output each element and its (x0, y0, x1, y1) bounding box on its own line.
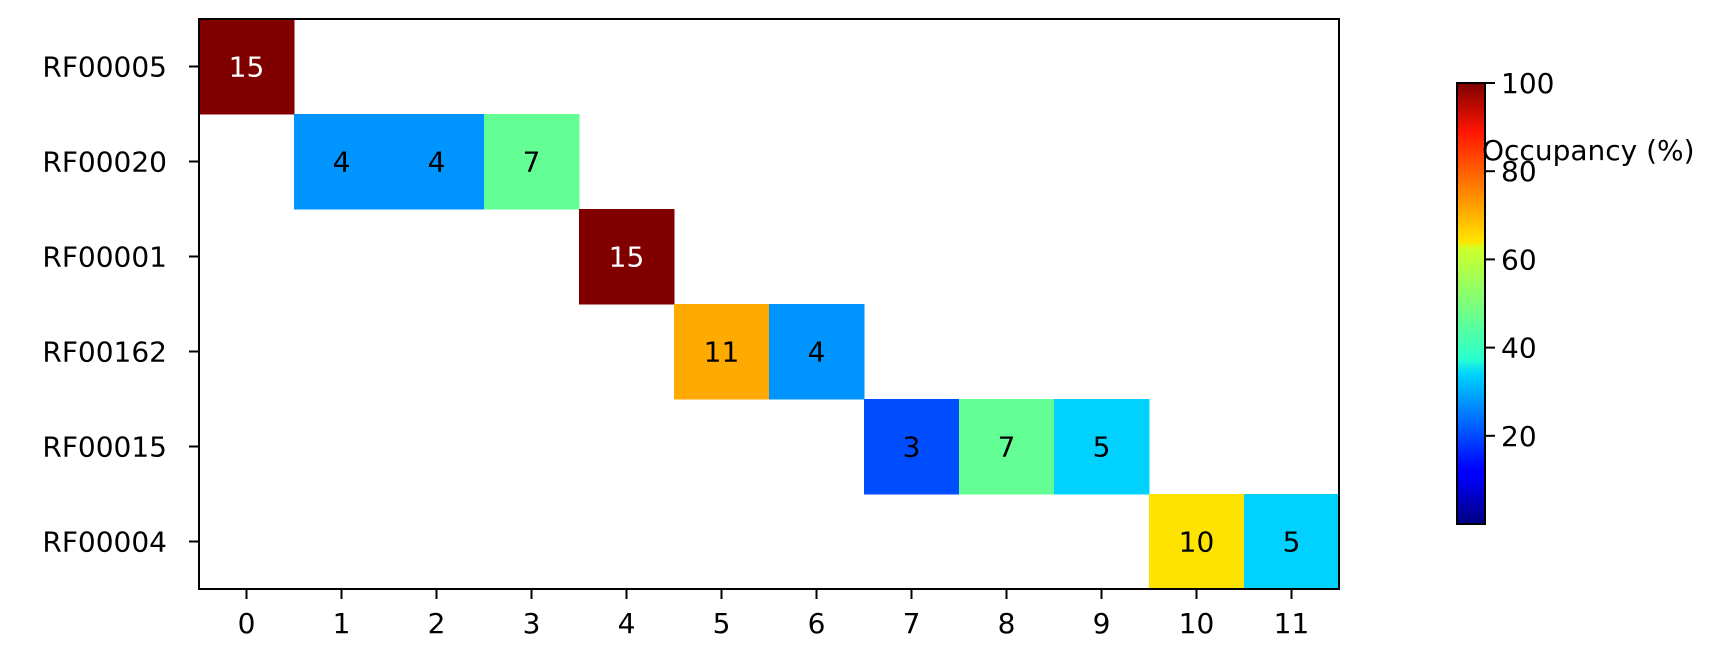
heatmap-cell (389, 114, 485, 210)
x-tick-label: 3 (523, 607, 541, 640)
y-tick-label: RF00005 (42, 51, 167, 84)
x-tick-label: 0 (238, 607, 256, 640)
colorbar-tick-label: 20 (1501, 420, 1537, 453)
colorbar-frame (1456, 82, 1486, 525)
heatmap-cell (199, 19, 295, 115)
x-tick-label: 5 (713, 607, 731, 640)
x-tick-label: 4 (618, 607, 636, 640)
plot-frame (198, 18, 1340, 590)
x-tick-label: 6 (808, 607, 826, 640)
x-tick-label: 10 (1179, 607, 1215, 640)
heatmap-cell (959, 399, 1055, 495)
heatmap-cell (579, 209, 675, 305)
cell-value-label: 7 (523, 146, 541, 179)
cell-value-label: 15 (229, 51, 265, 84)
colorbar-label: Occupancy (%) (1482, 134, 1695, 167)
cell-value-label: 5 (1093, 431, 1111, 464)
colorbar-tick-label: 60 (1501, 243, 1537, 276)
heatmap-cell (1244, 494, 1340, 590)
cell-value-label: 4 (808, 336, 826, 369)
cell-value-label: 10 (1179, 526, 1215, 559)
heatmap-cell (1054, 399, 1150, 495)
x-tick-label: 2 (428, 607, 446, 640)
x-tick-label: 8 (998, 607, 1016, 640)
cell-value-label: 3 (903, 431, 921, 464)
cell-value-label: 5 (1283, 526, 1301, 559)
heatmap-cell (294, 114, 390, 210)
heatmap-cell (864, 399, 960, 495)
y-tick-label: RF00162 (42, 336, 167, 369)
x-tick-label: 1 (333, 607, 351, 640)
heatmap-cell (769, 304, 865, 400)
heatmap-cells: 15 4 4 7 15 11 4 3 7 5 10 5 (199, 19, 1340, 590)
heatmap-cell (484, 114, 580, 210)
colorbar-gradient (1457, 83, 1485, 524)
heatmap-cell (1149, 494, 1245, 590)
y-tick-label: RF00020 (42, 146, 167, 179)
cell-value-label: 11 (704, 336, 740, 369)
cell-value-label: 7 (998, 431, 1016, 464)
x-tick-label: 11 (1274, 607, 1310, 640)
y-tick-label: RF00015 (42, 431, 167, 464)
cell-value-label: 4 (333, 146, 351, 179)
x-tick-label: 9 (1093, 607, 1111, 640)
cell-value-label: 4 (428, 146, 446, 179)
colorbar: 20 40 60 80 100 Occupancy (%) (1456, 67, 1695, 525)
cell-value-label: 15 (609, 241, 645, 274)
x-tick-label: 7 (903, 607, 921, 640)
y-axis: RF00005 RF00020 RF00001 RF00162 RF00015 RF000… (42, 51, 199, 559)
heatmap-cell (674, 304, 770, 400)
colorbar-ticks: 20 40 60 80 100 (1485, 67, 1554, 453)
colorbar-tick-label: 40 (1501, 332, 1537, 365)
colorbar-tick-label: 100 (1501, 67, 1554, 100)
y-tick-label: RF00001 (42, 241, 167, 274)
y-tick-label: RF00004 (42, 526, 167, 559)
x-axis: 0 1 2 3 4 5 6 7 8 9 10 11 (238, 589, 1310, 640)
colorbar-tick-label: 80 (1501, 155, 1537, 188)
